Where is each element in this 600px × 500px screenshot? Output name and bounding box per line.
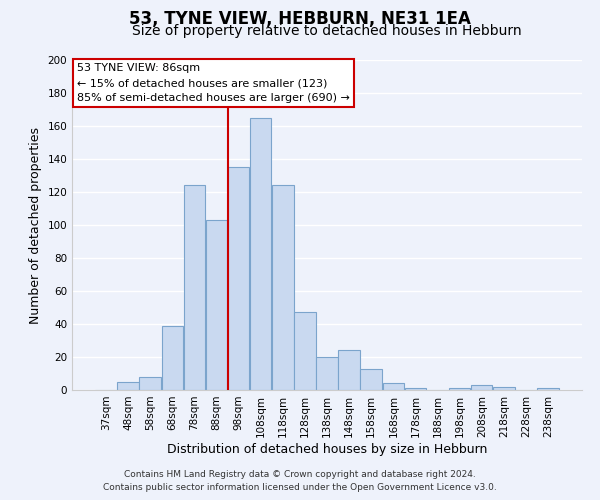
Text: Contains HM Land Registry data © Crown copyright and database right 2024.
Contai: Contains HM Land Registry data © Crown c… bbox=[103, 470, 497, 492]
Bar bbox=[206, 220, 227, 390]
Bar bbox=[161, 326, 183, 390]
Bar bbox=[449, 388, 470, 390]
Bar bbox=[250, 118, 271, 390]
Bar bbox=[228, 167, 249, 390]
Bar bbox=[405, 388, 426, 390]
Bar bbox=[383, 384, 404, 390]
Bar bbox=[294, 312, 316, 390]
Bar bbox=[538, 388, 559, 390]
Y-axis label: Number of detached properties: Number of detached properties bbox=[29, 126, 42, 324]
Bar bbox=[117, 382, 139, 390]
Bar bbox=[338, 350, 360, 390]
Bar bbox=[361, 368, 382, 390]
Bar bbox=[139, 377, 161, 390]
Text: 53 TYNE VIEW: 86sqm
← 15% of detached houses are smaller (123)
85% of semi-detac: 53 TYNE VIEW: 86sqm ← 15% of detached ho… bbox=[77, 64, 350, 103]
Bar bbox=[184, 186, 205, 390]
Title: Size of property relative to detached houses in Hebburn: Size of property relative to detached ho… bbox=[132, 24, 522, 38]
Bar bbox=[493, 386, 515, 390]
Bar bbox=[316, 357, 338, 390]
X-axis label: Distribution of detached houses by size in Hebburn: Distribution of detached houses by size … bbox=[167, 442, 487, 456]
Bar bbox=[471, 385, 493, 390]
Bar bbox=[272, 186, 293, 390]
Text: 53, TYNE VIEW, HEBBURN, NE31 1EA: 53, TYNE VIEW, HEBBURN, NE31 1EA bbox=[129, 10, 471, 28]
